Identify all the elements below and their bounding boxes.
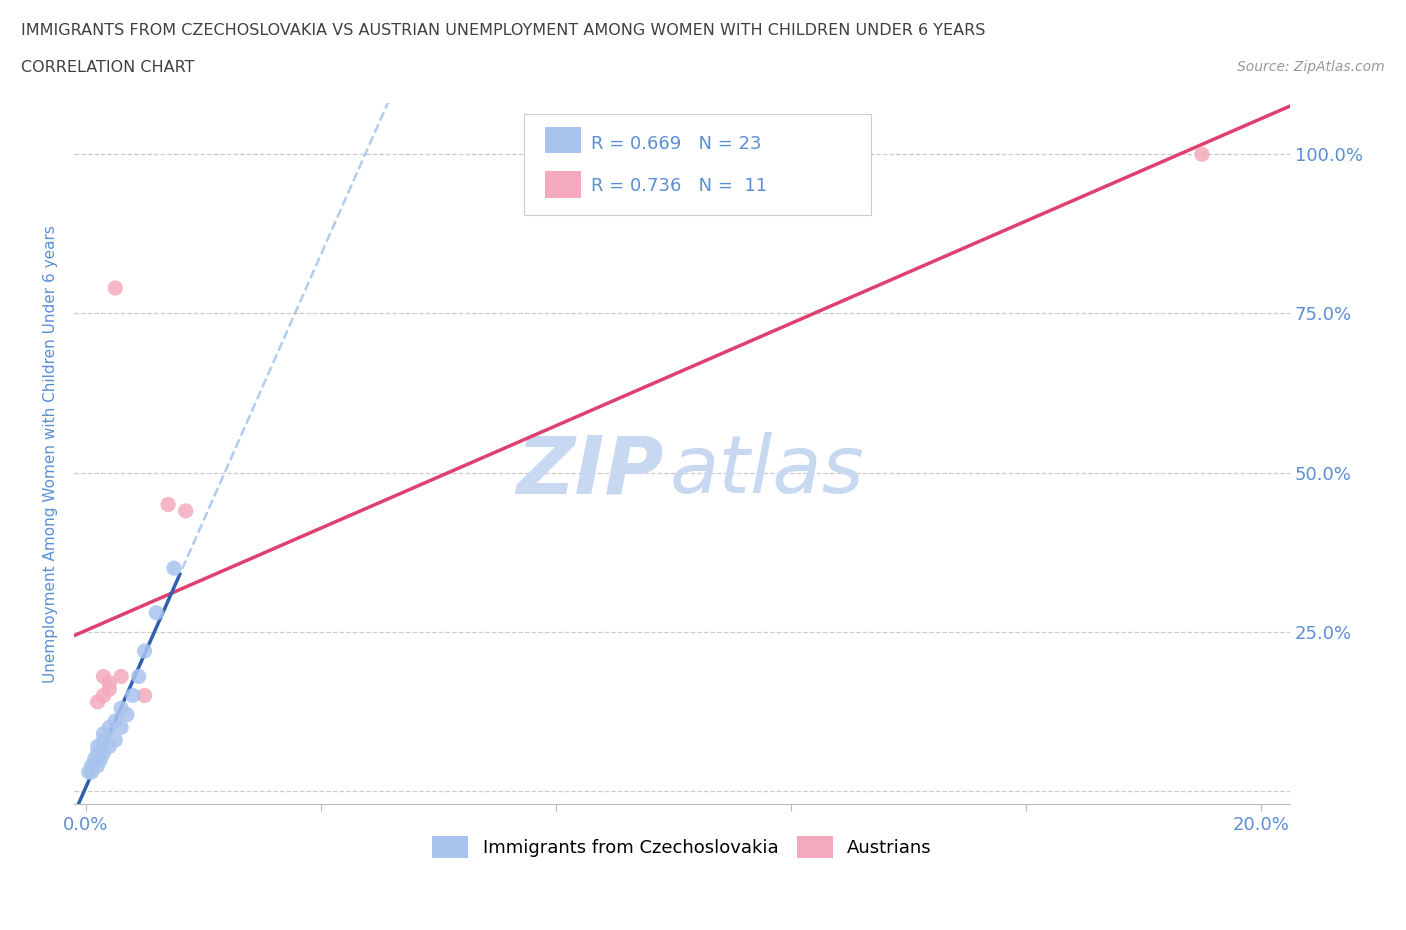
Text: R = 0.669   N = 23: R = 0.669 N = 23 [591,135,762,153]
Point [110,720,132,735]
Point [98,675,121,690]
Point [174,503,197,518]
Point [121,688,143,703]
Point [128,669,150,684]
Point [163,561,186,576]
Point [98,720,121,735]
Text: Source: ZipAtlas.com: Source: ZipAtlas.com [1237,60,1385,74]
Bar [544,126,581,153]
Bar [544,171,581,198]
Point [93,669,115,684]
Point [93,726,115,741]
Point [1191,147,1213,162]
Point [77,764,100,779]
Point [89,751,111,766]
Point [86,746,108,761]
Point [104,733,127,748]
Y-axis label: Unemployment Among Women with Children Under 6 years: Unemployment Among Women with Children U… [44,225,58,683]
Point [93,688,115,703]
Point [145,605,167,620]
Text: R = 0.736   N =  11: R = 0.736 N = 11 [591,178,768,195]
Text: CORRELATION CHART: CORRELATION CHART [21,60,194,75]
Point [104,281,127,296]
Point [86,695,108,710]
Point [157,497,180,512]
Point [98,682,121,697]
Point [104,713,127,728]
Point [93,733,115,748]
Point [80,758,103,773]
FancyBboxPatch shape [524,113,870,216]
Point [93,746,115,761]
Point [86,758,108,773]
Point [86,739,108,754]
Point [134,688,156,703]
Point [83,751,105,766]
Text: IMMIGRANTS FROM CZECHOSLOVAKIA VS AUSTRIAN UNEMPLOYMENT AMONG WOMEN WITH CHILDRE: IMMIGRANTS FROM CZECHOSLOVAKIA VS AUSTRI… [21,23,986,38]
Legend: Immigrants from Czechoslovakia, Austrians: Immigrants from Czechoslovakia, Austrian… [433,836,932,857]
Point [115,707,138,722]
Point [110,701,132,716]
Point [98,739,121,754]
Text: atlas: atlas [669,432,865,510]
Point [110,669,132,684]
Text: ZIP: ZIP [516,432,664,510]
Point [134,644,156,658]
Point [80,764,103,779]
